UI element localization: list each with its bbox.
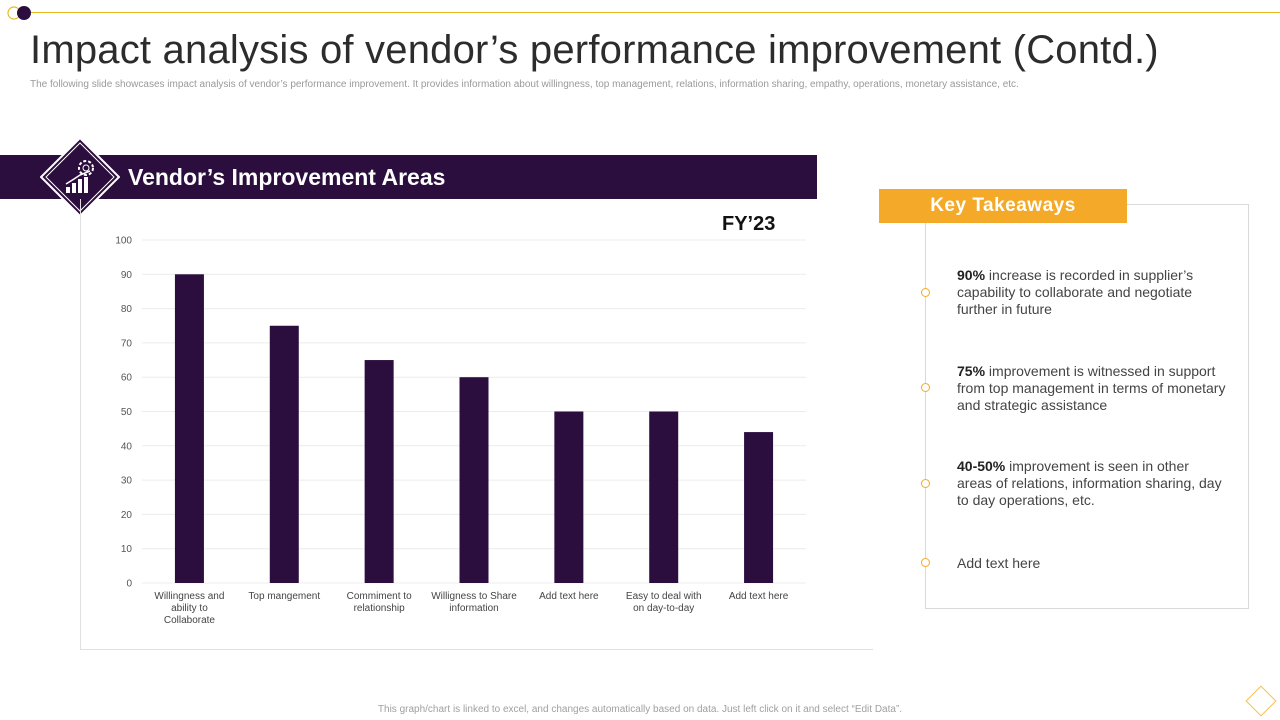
page-subtitle: The following slide showcases impact ana… (30, 79, 1019, 90)
takeaway-text: increase is recorded in supplier’s capab… (957, 267, 1194, 317)
y-tick-label: 20 (121, 510, 133, 521)
bar (174, 274, 204, 583)
page-title: Impact analysis of vendor’s performance … (30, 28, 1159, 72)
section-banner (0, 155, 817, 199)
banner-title: Vendor’s Improvement Areas (128, 164, 446, 190)
bar (364, 360, 394, 583)
y-tick-label: 0 (126, 579, 132, 590)
takeaway-text: improvement is witnessed in support from… (957, 363, 1226, 413)
x-tick-label: Top mangement (248, 591, 320, 602)
bar (744, 432, 774, 583)
takeaways-box (925, 204, 1249, 609)
takeaways-header: Key Takeaways (879, 189, 1127, 223)
bar (269, 325, 299, 583)
header-rule (26, 12, 1280, 13)
x-tick-label: Add text here (729, 591, 789, 602)
y-tick-label: 10 (121, 544, 133, 555)
x-tick-label: Easy to deal with on day-to-day (626, 591, 702, 614)
takeaway-highlight: 90% (957, 267, 986, 283)
bar (649, 411, 679, 583)
takeaway-text: Add text here (957, 555, 1041, 571)
takeaway-bullet-icon (921, 558, 930, 567)
bar (554, 411, 584, 583)
footer-note: This graph/chart is linked to excel, and… (377, 704, 903, 715)
x-tick-label: Willigness to Share information (431, 591, 517, 614)
y-tick-label: 40 (121, 441, 133, 452)
takeaway-item: Add text here (957, 555, 1227, 572)
takeaway-item: 90% increase is recorded in supplier’s c… (957, 267, 1227, 318)
chart-title: FY’23 (722, 213, 776, 235)
logo-circles-icon (7, 6, 31, 20)
x-tick-label: Willingness and ability to Collaborate (154, 591, 224, 626)
takeaway-item: 75% improvement is witnessed in support … (957, 363, 1227, 414)
x-tick-label: Add text here (539, 591, 599, 602)
takeaway-item: 40-50% improvement is seen in other area… (957, 458, 1227, 509)
takeaway-text: improvement is seen in other areas of re… (957, 458, 1222, 508)
takeaway-bullet-icon (921, 288, 930, 297)
y-tick-label: 100 (115, 236, 132, 247)
gear-chart-icon (40, 137, 120, 217)
x-tick-label: Commiment to relationship (347, 591, 412, 614)
y-tick-label: 70 (121, 338, 133, 349)
y-tick-label: 50 (121, 407, 133, 418)
takeaway-bullet-icon (921, 383, 930, 392)
takeaway-highlight: 40-50% (957, 458, 1006, 474)
takeaway-highlight: 75% (957, 363, 986, 379)
y-tick-label: 30 (121, 476, 133, 487)
y-tick-label: 60 (121, 373, 133, 384)
takeaway-bullet-icon (921, 479, 930, 488)
chart-frame (80, 199, 873, 650)
y-tick-label: 90 (121, 270, 133, 281)
y-tick-label: 80 (121, 304, 133, 315)
bar (459, 377, 489, 583)
